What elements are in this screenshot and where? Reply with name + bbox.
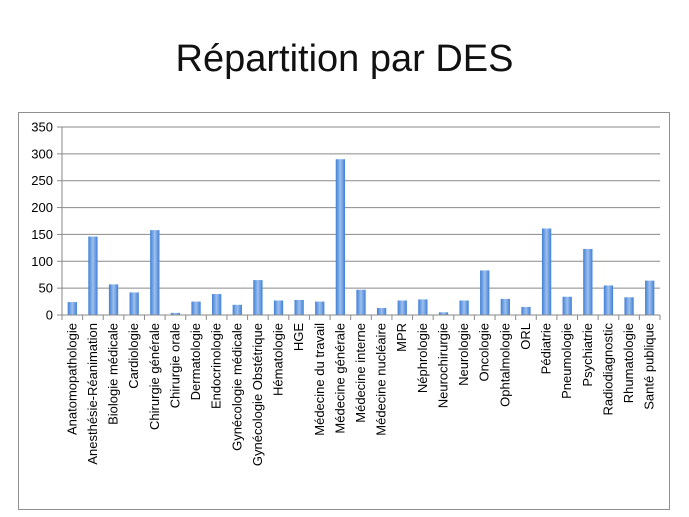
bar [294, 299, 304, 315]
bar [624, 297, 634, 315]
bar [583, 248, 593, 315]
bar [150, 230, 160, 315]
x-tick-label: Pneumologie [559, 323, 574, 399]
bar [397, 300, 407, 315]
x-tick-label: Rhumatologie [621, 323, 636, 403]
x-tick-label: Anatomopathologie [64, 323, 79, 435]
x-tick-label: Endocrinologie [209, 323, 224, 409]
bar [603, 285, 614, 315]
x-tick-label: MPR [394, 323, 409, 352]
x-tick-label: Médecine interne [353, 323, 368, 423]
x-tick-label: Médecine nucléaire [374, 323, 389, 436]
x-tick-label: Chirurgie orale [167, 323, 182, 408]
bar [335, 159, 346, 315]
x-tick-label: Biologie médicale [106, 323, 121, 425]
x-tick-label: Santé publique [642, 323, 657, 410]
x-tick-label: Gynécologie médicale [229, 323, 244, 451]
y-tick-label: 50 [39, 281, 53, 296]
bar [88, 236, 98, 315]
x-tick-label: Néphrologie [415, 323, 430, 393]
bar [480, 270, 490, 315]
x-tick-label: Pédiatrie [539, 323, 554, 374]
bar [191, 301, 201, 315]
x-tick-label: Neurochirurgie [435, 323, 450, 408]
bar [645, 280, 655, 315]
x-tick-label: Radiodiagnostic [600, 323, 615, 416]
x-tick-label: Neurologie [456, 323, 471, 386]
bar [521, 306, 531, 315]
bar [541, 228, 552, 315]
bar [253, 280, 263, 315]
y-tick-label: 300 [31, 146, 53, 161]
y-tick-label: 350 [31, 120, 53, 135]
x-tick-label: Hématologie [271, 323, 286, 396]
bar [500, 298, 510, 315]
x-tick-label: Anesthésie-Réanimation [85, 323, 100, 465]
page-title: Répartition par DES [175, 38, 514, 80]
y-tick-label: 250 [31, 173, 53, 188]
x-tick-label: ORL [518, 323, 533, 350]
bar [273, 300, 284, 315]
y-tick-label: 200 [31, 200, 53, 215]
x-tick-label: Dermatologie [188, 323, 203, 400]
bar [129, 292, 139, 315]
bar [356, 289, 366, 315]
bar [170, 312, 181, 315]
bar [438, 312, 449, 315]
bar [459, 300, 469, 315]
bar [418, 299, 428, 315]
x-tick-label: Médecine du travail [312, 323, 327, 436]
y-tick-label: 0 [46, 308, 53, 323]
x-tick-label: Psychiatrie [580, 323, 595, 387]
bar [232, 304, 242, 315]
bar [67, 302, 77, 315]
bar [212, 294, 222, 315]
x-tick-label: Chirurgie générale [147, 323, 162, 430]
x-tick-label: Ophtalmologie [497, 323, 512, 407]
bar [562, 296, 572, 315]
x-tick-label: Gynécologie Obstétrique [250, 323, 265, 466]
y-tick-label: 150 [31, 227, 53, 242]
x-tick-label: Oncologie [477, 323, 492, 382]
bar [108, 284, 119, 315]
bar [315, 301, 325, 315]
y-tick-label: 100 [31, 254, 53, 269]
x-tick-label: Médecine générale [332, 323, 347, 434]
x-tick-label: Cardiologie [126, 323, 141, 389]
x-tick-label: HGE [291, 323, 306, 352]
bar [376, 308, 387, 315]
